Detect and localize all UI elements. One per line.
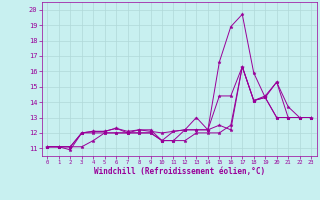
X-axis label: Windchill (Refroidissement éolien,°C): Windchill (Refroidissement éolien,°C) — [94, 167, 265, 176]
